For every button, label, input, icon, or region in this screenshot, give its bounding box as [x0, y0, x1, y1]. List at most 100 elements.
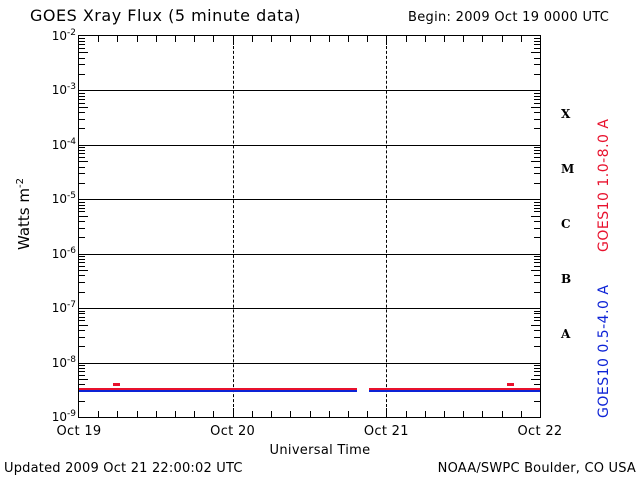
y-minor-tick — [79, 379, 88, 380]
y-minor-tick — [534, 211, 540, 212]
y-minor-tick — [531, 216, 540, 217]
x-minor-tick — [137, 36, 138, 42]
y-minor-tick — [79, 368, 85, 369]
y-minor-tick — [534, 228, 540, 229]
y-minor-tick — [79, 96, 85, 97]
y-minor-tick — [531, 161, 540, 162]
y-minor-tick — [534, 96, 540, 97]
data-trace-short — [79, 390, 358, 393]
y-minor-tick — [534, 320, 540, 321]
data-trace-bump — [506, 383, 514, 387]
y-minor-tick — [79, 112, 85, 113]
y-tick-mantissa: 10 — [51, 246, 68, 261]
x-minor-tick — [194, 36, 195, 42]
y-minor-tick — [79, 237, 85, 238]
x-axis-title: Universal Time — [269, 443, 371, 458]
y-minor-tick — [531, 270, 540, 271]
y-tick-mantissa: 10 — [51, 137, 68, 152]
y-minor-tick — [79, 282, 85, 283]
y-minor-tick — [79, 211, 85, 212]
y-minor-tick — [534, 202, 540, 203]
horizontal-gridline — [79, 145, 540, 146]
y-tick-mantissa: 10 — [51, 29, 68, 43]
horizontal-gridline — [79, 363, 540, 364]
x-minor-tick — [98, 36, 99, 42]
y-minor-tick — [531, 379, 540, 380]
y-minor-tick — [79, 93, 85, 94]
x-minor-tick — [406, 36, 407, 42]
x-major-tick — [386, 36, 387, 45]
y-minor-tick — [534, 103, 540, 104]
x-minor-tick — [329, 36, 330, 42]
y-minor-tick — [534, 256, 540, 257]
y-minor-tick — [79, 228, 85, 229]
x-minor-tick — [329, 411, 330, 417]
x-minor-tick — [367, 411, 368, 417]
y-minor-tick — [534, 282, 540, 283]
y-major-tick — [528, 90, 540, 91]
y-tick-label: 10-3 — [2, 82, 76, 97]
y-minor-tick — [534, 150, 540, 151]
x-minor-tick — [137, 411, 138, 417]
y-minor-tick — [79, 52, 88, 53]
x-minor-tick — [310, 411, 311, 417]
data-trace-bump — [112, 383, 121, 387]
y-minor-tick — [531, 52, 540, 53]
x-minor-tick — [482, 36, 483, 42]
y-tick-label: 10-8 — [2, 355, 76, 370]
y-minor-tick — [534, 74, 540, 75]
x-minor-tick — [98, 411, 99, 417]
y-minor-tick — [534, 205, 540, 206]
y-minor-tick — [79, 208, 85, 209]
y-minor-tick — [79, 119, 85, 120]
y-minor-tick — [79, 292, 85, 293]
y-minor-tick — [79, 266, 85, 267]
y-minor-tick — [79, 147, 85, 148]
x-major-tick — [233, 408, 234, 417]
x-minor-tick — [213, 36, 214, 42]
y-tick-exponent: -4 — [67, 136, 76, 147]
day-divider-gridline — [386, 36, 387, 417]
y-minor-tick — [79, 375, 85, 376]
y-minor-tick — [79, 256, 85, 257]
y-minor-tick — [79, 153, 85, 154]
legend-short-channel: GOES10 0.5-4.0 A — [596, 284, 612, 418]
y-minor-tick — [534, 208, 540, 209]
y-minor-tick — [534, 368, 540, 369]
y-minor-tick — [534, 128, 540, 129]
x-minor-tick — [252, 36, 253, 42]
y-major-tick — [79, 363, 91, 364]
y-minor-tick — [79, 128, 85, 129]
y-minor-tick — [534, 275, 540, 276]
y-tick-label: 10-2 — [2, 28, 76, 43]
x-minor-tick — [425, 411, 426, 417]
flare-class-label-b: B — [561, 272, 572, 286]
y-minor-tick — [79, 313, 85, 314]
y-minor-tick — [79, 99, 85, 100]
y-minor-tick — [79, 150, 85, 151]
x-minor-tick — [290, 411, 291, 417]
x-major-tick — [386, 408, 387, 417]
y-minor-tick — [79, 216, 88, 217]
begin-time-label: Begin: 2009 Oct 19 0000 UTC — [408, 10, 610, 25]
day-divider-gridline — [233, 36, 234, 417]
y-minor-tick — [534, 153, 540, 154]
y-minor-tick — [534, 48, 540, 49]
horizontal-gridline — [79, 199, 540, 200]
x-tick-label: Oct 19 — [56, 424, 102, 439]
y-minor-tick — [79, 157, 85, 158]
y-tick-exponent: -9 — [67, 409, 76, 419]
x-minor-tick — [502, 36, 503, 42]
y-tick-label: 10-4 — [2, 137, 76, 152]
y-tick-exponent: -6 — [67, 245, 76, 256]
y-tick-exponent: -5 — [67, 191, 76, 202]
y-major-tick — [79, 254, 91, 255]
y-minor-tick — [79, 58, 85, 59]
y-minor-tick — [79, 311, 85, 312]
y-major-tick — [528, 363, 540, 364]
y-major-tick — [528, 199, 540, 200]
y-minor-tick — [534, 119, 540, 120]
plot-inner — [79, 36, 540, 417]
y-major-tick — [528, 145, 540, 146]
y-major-tick — [528, 308, 540, 309]
